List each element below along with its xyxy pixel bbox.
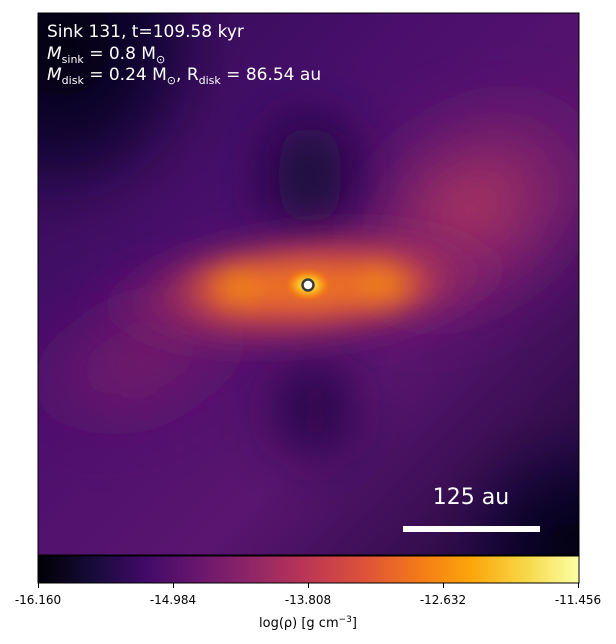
scale-bar-label: 125 au xyxy=(433,485,509,510)
colorbar-label: log(ρ) [g cm−3] xyxy=(259,615,357,631)
colorbar-tick-label: -12.632 xyxy=(420,593,466,607)
scale-bar: 125 au xyxy=(403,485,540,532)
annotation-disk-props: Mdisk = 0.24 M⊙, Rdisk = 86.54 au xyxy=(47,65,321,87)
annotation-sink-mass: Msink = 0.8 M⊙ xyxy=(47,44,165,66)
sink-marker xyxy=(301,278,315,292)
annotation: Sink 131, t=109.58 kyr Msink = 0.8 M⊙ Md… xyxy=(47,22,321,87)
image-frame xyxy=(37,12,580,556)
colorbar-ticks xyxy=(38,583,579,588)
colorbar-tick-label: -13.808 xyxy=(285,593,331,607)
colorbar-tick-label: -16.160 xyxy=(15,593,61,607)
annotation-sink-time: Sink 131, t=109.58 kyr xyxy=(47,22,244,42)
colorbar-tick-label: -11.456 xyxy=(555,593,601,607)
scale-bar-line xyxy=(403,526,540,532)
colorbar-tick-label: -14.984 xyxy=(150,593,196,607)
colorbar: -16.160 -14.984 -13.808 -12.632 -11.456 … xyxy=(15,555,601,631)
colorbar-gradient xyxy=(37,555,580,584)
